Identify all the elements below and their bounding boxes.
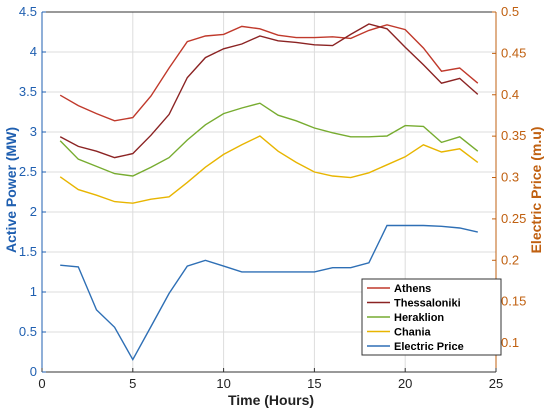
- left-y-tick-label: 2: [30, 204, 37, 219]
- legend-label-electric-price: Electric Price: [394, 341, 464, 353]
- x-tick-label: 25: [489, 376, 503, 391]
- left-y-tick-label: 4.5: [19, 4, 37, 19]
- left-y-tick-label: 1.5: [19, 244, 37, 259]
- series-line-chania: [59, 135, 479, 204]
- right-y-axis-title: Electric Price (m.u): [528, 127, 544, 254]
- right-y-tick-label: 0.3: [501, 170, 519, 185]
- x-tick-label: 10: [216, 376, 230, 391]
- left-y-tick-label: 3.5: [19, 84, 37, 99]
- x-axis-title: Time (Hours): [228, 392, 314, 408]
- left-y-tick-label: 1: [30, 284, 37, 299]
- legend-label-athens: Athens: [394, 283, 431, 295]
- left-y-tick-label: 3: [30, 124, 37, 139]
- series-line-heraklion: [59, 102, 479, 177]
- right-y-tick-label: 0.35: [501, 128, 526, 143]
- series-lines: [59, 23, 479, 362]
- right-y-tick-label: 0.4: [501, 87, 519, 102]
- right-y-tick-label: 0.15: [501, 294, 526, 309]
- left-y-tick-label: 2.5: [19, 164, 37, 179]
- grid-lines: [41, 11, 497, 373]
- x-tick-label: 5: [129, 376, 136, 391]
- legend: Athens Thessaloniki Heraklion Chania Electri…: [361, 278, 502, 356]
- legend-label-heraklion: Heraklion: [394, 312, 444, 324]
- series-line-athens: [59, 24, 479, 122]
- left-y-tick-label: 4: [30, 44, 37, 59]
- left-y-tick-label: 0: [30, 364, 37, 379]
- x-tick-label: 20: [398, 376, 412, 391]
- right-y-tick-label: 0.1: [501, 335, 519, 350]
- left-y-axis-title: Active Power (MW): [3, 127, 19, 253]
- legend-label-thessaloniki: Thessaloniki: [394, 298, 461, 310]
- right-y-tick-label: 0.5: [501, 4, 519, 19]
- series-line-electric-price: [60, 224, 478, 362]
- right-y-tick-label: 0.45: [501, 45, 526, 60]
- right-y-tick-label: 0.2: [501, 252, 519, 267]
- x-tick-label: 15: [307, 376, 321, 391]
- right-y-tick-label: 0.25: [501, 211, 526, 226]
- series-line-thessaloniki: [59, 23, 479, 159]
- axes: [41, 11, 497, 373]
- tick-labels: 0 5 10 15 20 25 0 0.5 1 1.5 2 2.5 3 3.5 4 4.5 0.1 0.15 0.2…: [19, 4, 526, 391]
- x-tick-label: 0: [38, 376, 45, 391]
- left-y-tick-label: 0.5: [19, 324, 37, 339]
- legend-label-chania: Chania: [394, 327, 432, 339]
